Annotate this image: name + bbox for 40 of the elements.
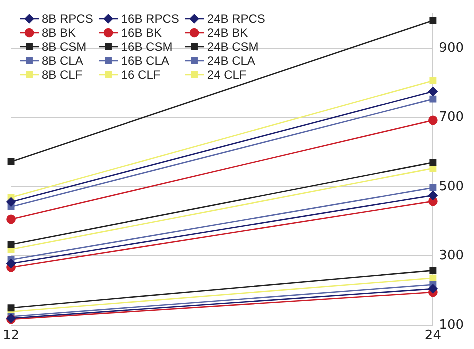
y-tick-label: 500 bbox=[439, 179, 464, 194]
y-tick-label: 900 bbox=[439, 40, 464, 56]
point bbox=[430, 184, 437, 192]
x-tick-label: 24 bbox=[424, 328, 442, 344]
point bbox=[430, 77, 437, 84]
y-tick-label: 700 bbox=[439, 110, 464, 126]
point bbox=[430, 96, 437, 103]
legend-label: 24 CLF bbox=[206, 68, 248, 82]
point bbox=[6, 197, 16, 207]
y-tick-label: 300 bbox=[439, 248, 464, 264]
point bbox=[8, 241, 15, 248]
point bbox=[430, 17, 437, 24]
legend-label: 24B CLA bbox=[206, 54, 256, 68]
legend-label: 8B RPCS bbox=[41, 12, 94, 26]
legend-label: 16B CLA bbox=[120, 54, 170, 68]
legend-label: 24B CSM bbox=[206, 40, 260, 54]
point bbox=[430, 159, 437, 166]
legend-label: 16B RPCS bbox=[120, 12, 180, 26]
point bbox=[430, 267, 437, 274]
legend-label: 16B BK bbox=[120, 26, 164, 40]
y-tick-label: 100 bbox=[439, 318, 464, 333]
legend-label: 8B BK bbox=[41, 26, 78, 40]
legend-label: 8B CSM bbox=[41, 40, 88, 54]
point bbox=[428, 116, 438, 126]
legend-label: 24B BK bbox=[206, 26, 250, 40]
legend-label: 24B RPCS bbox=[206, 12, 266, 26]
point bbox=[6, 214, 16, 224]
legend-label: 8B CLF bbox=[41, 68, 84, 82]
legend-label: 16B CSM bbox=[120, 40, 174, 54]
point bbox=[428, 284, 438, 294]
legend-label: 16 CLF bbox=[120, 68, 162, 82]
point bbox=[428, 87, 438, 96]
point bbox=[8, 158, 15, 166]
point bbox=[6, 259, 16, 268]
legend-label: 8B CLA bbox=[41, 54, 84, 68]
x-tick-label: 12 bbox=[3, 328, 20, 344]
point bbox=[430, 165, 437, 172]
point bbox=[430, 274, 437, 282]
point bbox=[428, 190, 438, 200]
point bbox=[8, 304, 15, 312]
